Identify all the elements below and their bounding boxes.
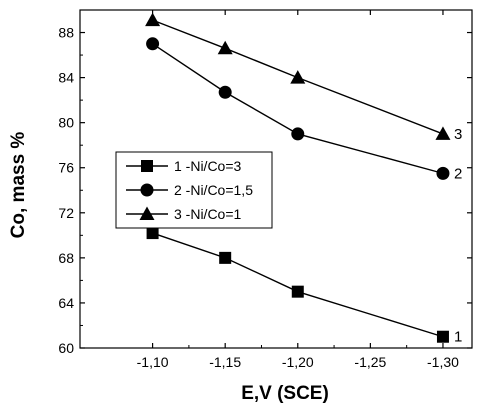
data-point	[218, 85, 232, 99]
y-axis-title: Co, mass %	[8, 132, 29, 239]
legend-entry: 3 -Ni/Co=1	[126, 206, 242, 222]
x-tick-label: -1,20	[282, 354, 314, 370]
data-point	[435, 126, 451, 140]
data-point	[291, 127, 305, 141]
series-2: 2	[146, 37, 462, 182]
y-tick-label: 68	[58, 250, 74, 266]
plot-border	[79, 9, 473, 349]
y-axis: 60 64 68 72 76 80 84 88	[58, 25, 472, 356]
legend-label: 1 -Ni/Co=3	[174, 158, 242, 174]
y-tick-label: 64	[58, 295, 74, 311]
data-point	[290, 70, 306, 84]
x-tick-label: -1,30	[427, 354, 459, 370]
legend: 1 -Ni/Co=3 2 -Ni/Co=1,5 3 -Ni/Co=1	[115, 151, 273, 229]
x-tick-label: -1,25	[354, 354, 386, 370]
x-tick-label: -1,10	[137, 354, 169, 370]
y-tick-label: 60	[58, 340, 74, 356]
series-line	[152, 43, 444, 175]
data-point	[145, 12, 161, 27]
x-tick-label: -1,15	[209, 354, 241, 370]
data-point	[436, 330, 449, 343]
y-tick-label: 88	[58, 25, 74, 41]
legend-marker	[140, 183, 154, 197]
series-line	[152, 19, 444, 135]
legend-entry: 1 -Ni/Co=3	[126, 158, 242, 174]
x-axis: -1,10 -1,15 -1,20 -1,25 -1,30	[137, 10, 459, 370]
legend-label: 2 -Ni/Co=1,5	[174, 182, 253, 198]
y-tick-label: 76	[58, 160, 74, 176]
data-point	[219, 251, 232, 264]
data-point	[217, 40, 233, 55]
y-tick-label: 72	[58, 205, 74, 221]
plot-frame	[79, 9, 473, 349]
y-tick-label: 80	[58, 115, 74, 131]
data-point	[291, 285, 304, 298]
legend-marker	[141, 160, 153, 172]
data-point	[146, 227, 159, 240]
series-3: 3	[145, 12, 462, 143]
series-layer: 1 2 3	[145, 12, 462, 346]
series-line	[152, 232, 444, 338]
series-1: 1	[146, 227, 462, 346]
data-point	[146, 37, 160, 51]
series-end-label: 1	[454, 329, 462, 346]
legend-marker	[139, 206, 155, 220]
series-end-label: 3	[454, 126, 462, 143]
data-point	[436, 166, 450, 180]
y-tick-label: 84	[58, 70, 74, 86]
legend-label: 3 -Ni/Co=1	[174, 206, 242, 222]
legend-entry: 2 -Ni/Co=1,5	[126, 182, 253, 198]
x-axis-title: E,V (SCE)	[241, 383, 329, 404]
series-end-label: 2	[454, 165, 462, 182]
